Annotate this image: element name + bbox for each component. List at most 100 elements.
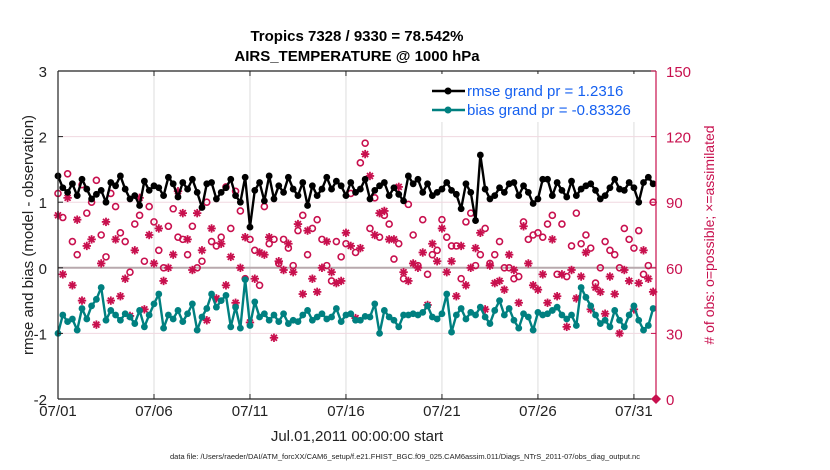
- rmse-point: [97, 186, 105, 194]
- x-tick-label: 07/16: [327, 403, 365, 420]
- bias-point: [424, 302, 431, 310]
- assimilated-obs-point: [504, 250, 514, 259]
- bias-point: [88, 302, 95, 310]
- assimilated-obs-point: [581, 248, 591, 257]
- possible-obs-point: [620, 224, 629, 233]
- rmse-point: [544, 175, 551, 183]
- rmse-point: [529, 200, 537, 207]
- bias-point: [491, 307, 499, 314]
- bias-point: [582, 293, 590, 301]
- assimilated-obs-point: [471, 243, 480, 253]
- possible-obs-point: [606, 246, 614, 255]
- assimilated-obs-point: [543, 298, 552, 307]
- assimilated-obs-point: [404, 276, 413, 286]
- rmse-point: [577, 185, 585, 193]
- assimilated-obs-point: [188, 265, 197, 275]
- legend-bias-label: bias grand pr = -0.83326: [467, 102, 631, 119]
- assimilated-obs-point: [106, 296, 115, 305]
- possible-obs-point: [145, 202, 153, 211]
- possible-obs-point: [442, 233, 451, 241]
- rmse-point: [136, 202, 143, 209]
- assimilated-obs-point: [120, 274, 130, 283]
- assimilated-obs-point: [356, 243, 365, 253]
- rmse-point: [323, 173, 331, 181]
- possible-obs-point: [447, 242, 456, 250]
- assimilated-obs-point: [485, 261, 495, 270]
- assimilated-obs-point: [533, 285, 543, 294]
- bias-point: [366, 313, 374, 321]
- rmse-point: [131, 192, 139, 200]
- bias-point: [395, 323, 403, 331]
- rmse-point: [193, 188, 201, 196]
- y-tick-label: 0: [39, 261, 47, 278]
- possible-obs-point: [548, 211, 557, 220]
- bias-point: [155, 290, 163, 298]
- assimilated-obs-point: [634, 278, 643, 288]
- possible-obs-point: [577, 239, 585, 248]
- y-tick-label: -1: [34, 326, 47, 343]
- rmse-point: [548, 192, 556, 200]
- assimilated-obs-point: [164, 263, 173, 272]
- bias-point: [476, 303, 484, 311]
- rmse-point: [601, 192, 609, 200]
- assimilated-obs-point: [548, 235, 557, 244]
- possible-obs-point: [596, 263, 605, 272]
- bias-point: [520, 310, 527, 318]
- y2-tick-label: 120: [666, 130, 691, 147]
- bias-point: [635, 316, 643, 324]
- rmse-point: [318, 185, 326, 193]
- possible-obs-point: [543, 220, 552, 228]
- rmse-point: [476, 151, 484, 159]
- bias-point: [241, 276, 249, 284]
- bias-point: [505, 305, 513, 312]
- assimilated-obs-point: [317, 263, 327, 272]
- rmse-point: [308, 182, 316, 190]
- possible-obs-point: [111, 202, 120, 211]
- rmse-point: [433, 188, 441, 196]
- assimilated-obs-point: [442, 267, 451, 277]
- rmse-point: [390, 184, 398, 192]
- bias-point: [107, 307, 115, 314]
- bias-point: [212, 303, 220, 311]
- bias-point: [352, 316, 359, 324]
- assimilated-obs-point: [303, 226, 312, 235]
- rmse-point: [164, 173, 172, 181]
- rmse-point: [208, 179, 215, 186]
- possible-obs-point: [433, 246, 441, 255]
- rmse-point: [88, 195, 95, 203]
- bias-point: [385, 313, 393, 321]
- assimilated-obs-point: [92, 320, 101, 329]
- rmse-point: [294, 192, 302, 200]
- rmse-point: [563, 193, 571, 201]
- bias-point: [217, 297, 225, 304]
- assimilated-obs-point: [418, 248, 427, 257]
- bias-point: [544, 310, 551, 318]
- possible-obs-point: [226, 224, 235, 233]
- assimilated-obs-point: [293, 219, 303, 229]
- rmse-point: [452, 190, 460, 198]
- rmse-point: [524, 188, 532, 196]
- bias-point: [616, 316, 623, 324]
- possible-obs-point: [332, 237, 341, 246]
- assimilated-obs-point: [519, 222, 528, 231]
- bias-point: [59, 311, 67, 319]
- possible-obs-point: [121, 237, 129, 246]
- possible-obs-point: [385, 220, 393, 228]
- bias-point: [280, 310, 287, 318]
- possible-obs-point: [102, 253, 110, 261]
- possible-obs-point: [601, 237, 609, 246]
- bias-point: [270, 311, 278, 319]
- possible-obs-point: [298, 211, 307, 220]
- assimilated-obs-point: [428, 239, 437, 248]
- legend-rmse-marker: [444, 87, 452, 95]
- rmse-point: [553, 179, 561, 186]
- possible-obs-point: [404, 200, 413, 209]
- rmse-point: [481, 185, 489, 193]
- bias-point: [275, 318, 283, 325]
- bias-point: [260, 310, 268, 318]
- assimilated-obs-point: [144, 230, 154, 240]
- rmse-point: [179, 179, 187, 186]
- rmse-point: [572, 192, 580, 200]
- rmse-point: [78, 175, 86, 183]
- y-tick-label: 2: [39, 130, 47, 147]
